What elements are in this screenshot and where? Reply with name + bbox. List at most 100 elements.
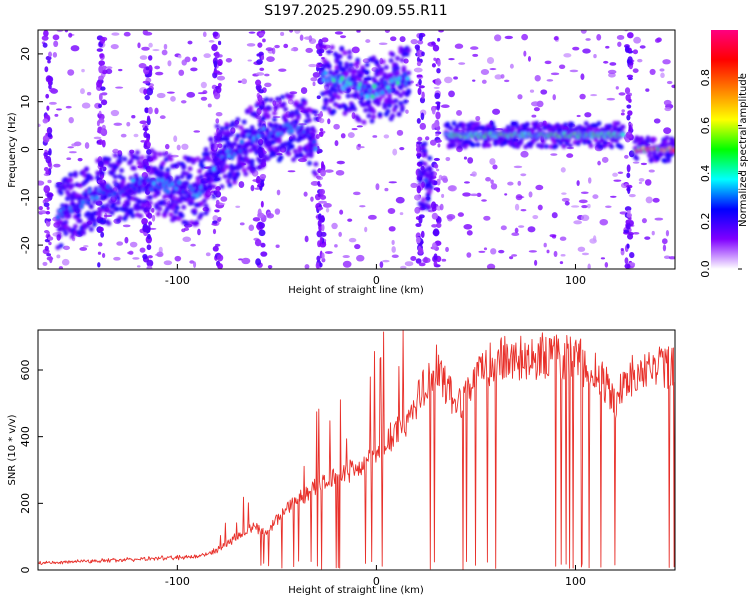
noise-blob <box>347 218 353 222</box>
streak-blob <box>433 261 438 267</box>
streak-blob <box>414 44 420 50</box>
ridge-halo <box>115 200 121 206</box>
noise-blob <box>42 261 48 267</box>
snr-frame <box>37 329 676 571</box>
ridge-halo <box>366 75 372 81</box>
ridge-halo <box>553 143 559 149</box>
streak-blob <box>624 154 629 159</box>
ridge-halo <box>198 201 204 207</box>
ridge-halo <box>425 193 431 199</box>
noise-blob <box>351 46 360 54</box>
noise-blob <box>475 115 481 121</box>
noise-blob <box>521 33 529 41</box>
ridge-core <box>428 166 432 171</box>
spectral-ridge <box>320 43 412 125</box>
streak-blob <box>42 42 48 48</box>
streak-blob <box>98 93 103 101</box>
noise-blob <box>651 230 655 236</box>
ridge-halo <box>563 122 569 128</box>
noise-blob <box>529 89 535 93</box>
streak-blob <box>319 110 323 118</box>
streak-blob <box>47 179 52 184</box>
ridge-halo <box>666 154 672 160</box>
noise-blob <box>645 88 650 92</box>
noise-blob <box>535 184 544 191</box>
noise-blob <box>395 196 405 204</box>
streak-blob <box>625 94 631 102</box>
noise-blob <box>372 135 378 138</box>
ridge-halo <box>607 123 613 129</box>
ridge-halo <box>364 69 370 75</box>
noise-blob <box>534 74 541 82</box>
noise-blob <box>140 140 146 143</box>
noise-blob <box>559 261 564 265</box>
ridge-halo <box>366 113 372 119</box>
ridge-halo <box>283 112 289 118</box>
ridge-halo <box>486 142 492 148</box>
noise-blob <box>470 46 479 50</box>
noise-blob <box>342 254 350 259</box>
ridge-halo <box>187 166 193 172</box>
ridge-halo <box>289 143 295 149</box>
streak-blob <box>213 70 220 74</box>
streak-blob <box>416 155 421 159</box>
noise-blob <box>569 69 579 73</box>
ridge-core <box>323 70 328 76</box>
streak-blob <box>49 255 53 264</box>
streak-blob <box>416 118 421 124</box>
ridge-halo <box>395 70 401 76</box>
streak-blob <box>217 58 223 66</box>
streak-blob <box>258 229 266 237</box>
streak-blob <box>147 233 151 240</box>
streak-blob <box>415 236 421 244</box>
noise-blob <box>52 52 58 58</box>
y-tick-label: -10 <box>19 188 32 206</box>
ridge-halo <box>179 213 185 219</box>
noise-blob <box>278 68 287 72</box>
noise-blob <box>274 208 281 215</box>
noise-blob <box>138 63 147 69</box>
ridge-halo <box>72 223 78 229</box>
noise-blob <box>250 184 255 192</box>
noise-blob <box>379 261 384 269</box>
ridge-core <box>131 178 135 183</box>
noise-blob <box>81 68 85 73</box>
ridge-halo <box>240 161 246 167</box>
noise-blob <box>632 161 640 164</box>
streak-blob <box>98 60 105 66</box>
noise-blob <box>492 164 498 170</box>
ridge-halo <box>195 156 201 162</box>
ridge-halo <box>336 94 342 100</box>
spectrogram-y-ticks: -20 -10 0 10 20 <box>19 47 43 254</box>
streak-blob <box>97 251 102 255</box>
streak-blob <box>48 80 52 86</box>
ridge-halo <box>181 165 187 171</box>
streak-blob <box>315 133 320 140</box>
ridge-halo <box>200 164 206 170</box>
ridge-core <box>216 153 220 158</box>
streak-blob <box>100 37 106 44</box>
spectrogram-y-label: Frequency (Hz) <box>7 112 18 188</box>
streak-blob <box>417 136 423 142</box>
noise-blob <box>462 192 471 197</box>
noise-blob <box>113 256 121 261</box>
ridge-halo <box>307 160 313 166</box>
noise-blob <box>441 175 448 182</box>
noise-blob <box>523 50 527 57</box>
noise-blob <box>136 265 141 268</box>
noise-blob <box>561 197 570 202</box>
noise-blob <box>644 179 652 186</box>
streak-blob <box>628 231 634 236</box>
noise-blob <box>113 122 123 126</box>
noise-blob <box>564 201 570 206</box>
noise-blob <box>520 150 529 158</box>
ridge-halo <box>135 150 141 156</box>
noise-blob <box>176 144 181 151</box>
ridge-halo <box>395 65 401 71</box>
ridge-core <box>149 187 154 192</box>
noise-blob <box>448 90 455 98</box>
noise-blob <box>620 112 625 116</box>
noise-blob <box>387 208 396 215</box>
noise-blob <box>53 163 61 168</box>
ridge-halo <box>639 136 645 142</box>
